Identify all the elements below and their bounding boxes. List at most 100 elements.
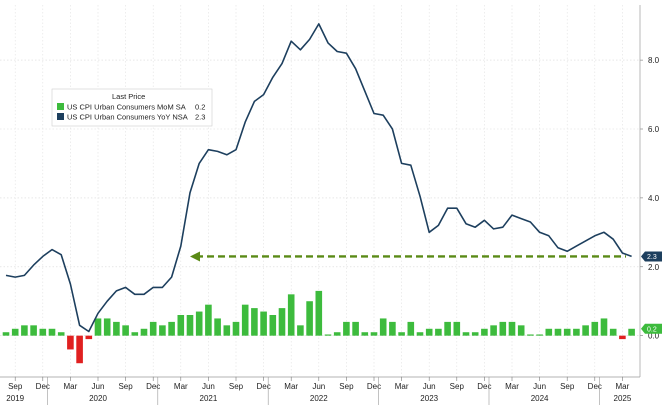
mom-bar <box>30 325 37 336</box>
y-tick-label: 6.0 <box>648 125 660 134</box>
x-tick-label: Dec <box>146 382 160 391</box>
mom-bar <box>527 334 534 336</box>
x-tick-label: Sep <box>118 382 133 391</box>
mom-bar <box>508 321 516 336</box>
x-tick-label: Mar <box>616 382 630 391</box>
legend-swatch-mom <box>57 103 64 110</box>
mom-bar <box>398 332 405 336</box>
x-tick-label: Dec <box>36 382 50 391</box>
mom-bar <box>168 321 175 336</box>
mom-bar <box>278 308 286 336</box>
mom-bar <box>324 334 332 336</box>
mom-bar <box>370 332 378 336</box>
mom-bar <box>453 321 461 336</box>
x-tick-label: Sep <box>229 382 244 391</box>
mom-bar <box>499 321 507 336</box>
mom-bar <box>407 321 415 336</box>
x-year-label: 2019 <box>6 394 24 403</box>
mom-bar <box>269 315 277 336</box>
mom-bar <box>223 325 231 336</box>
mom-bar <box>48 328 56 336</box>
mom-bar <box>21 325 28 336</box>
x-tick-label: Jun <box>533 382 546 391</box>
x-tick-label: Jun <box>92 382 105 391</box>
mom-bar <box>39 328 47 336</box>
mom-bar <box>444 321 451 336</box>
mom-bar <box>490 325 497 336</box>
mom-bar <box>315 290 323 336</box>
x-year-label: 2022 <box>310 394 328 403</box>
mom-bar <box>195 311 203 336</box>
mom-bar <box>481 328 488 336</box>
x-tick-label: Dec <box>477 382 491 391</box>
last-value-tag-bg <box>641 323 662 334</box>
x-tick-label: Mar <box>505 382 519 391</box>
legend: Last Price US CPI Urban Consumers MoM SA… <box>51 88 213 127</box>
last-value-tag-yoy: 2.3 <box>641 251 662 262</box>
x-tick-label: Sep <box>8 382 23 391</box>
mom-bar <box>214 318 221 336</box>
last-value-tag-label: 0.2 <box>647 326 657 333</box>
mom-bar <box>471 332 479 336</box>
gridlines <box>0 5 640 377</box>
x-tick-label: Mar <box>64 382 78 391</box>
x-tick-label: Mar <box>284 382 298 391</box>
mom-bar <box>57 332 65 336</box>
mom-bar <box>177 315 185 336</box>
legend-label-mom: US CPI Urban Consumers MoM SA <box>67 103 186 112</box>
x-year-label: 2023 <box>420 394 438 403</box>
last-value-tag-label: 2.3 <box>647 254 657 261</box>
x-tick-label: Jun <box>312 382 325 391</box>
mom-bar <box>361 332 369 336</box>
mom-bar <box>149 321 157 336</box>
y-tick-label: 8.0 <box>648 56 660 65</box>
annotation-layer <box>190 251 626 262</box>
mom-bar <box>435 328 442 336</box>
mom-bar <box>563 328 571 336</box>
mom-bar <box>113 321 120 336</box>
mom-bar <box>251 308 258 336</box>
mom-bar <box>186 315 194 336</box>
mom-bar <box>536 334 543 336</box>
mom-bar <box>76 335 83 364</box>
mom-bar <box>159 325 166 336</box>
x-tick-label: Dec <box>588 382 602 391</box>
legend-value-mom: 0.2 <box>195 103 205 112</box>
legend-title: Last Price <box>112 92 145 101</box>
mom-bar <box>232 321 240 336</box>
mom-bar <box>140 328 148 336</box>
mom-bar <box>260 311 267 336</box>
x-tick-label: Mar <box>395 382 409 391</box>
mom-bar <box>103 318 111 336</box>
y-tick-label: 4.0 <box>648 194 660 203</box>
mom-bar <box>545 328 553 336</box>
legend-label-yoy: US CPI Urban Consumers YoY NSA <box>67 113 188 122</box>
mom-bar <box>297 325 304 336</box>
mom-bar <box>573 328 580 336</box>
legend-box <box>51 88 213 127</box>
mom-bar <box>131 332 139 336</box>
mom-bar <box>628 328 635 336</box>
x-tick-label: Sep <box>450 382 465 391</box>
mom-bar <box>554 328 562 336</box>
mom-bar <box>67 335 74 350</box>
mom-bar <box>343 321 350 336</box>
mom-bar <box>11 328 19 336</box>
mom-bar <box>241 304 249 336</box>
x-tick-label: Sep <box>560 382 575 391</box>
x-tick-label: Dec <box>367 382 381 391</box>
mom-bar <box>582 325 589 336</box>
mom-bar <box>517 325 525 336</box>
last-value-tag-mom: 0.2 <box>641 323 662 334</box>
x-tick-label: Mar <box>174 382 188 391</box>
x-tick-label: Dec <box>256 382 270 391</box>
mom-bar <box>609 328 617 336</box>
last-value-tag-bg <box>641 251 662 262</box>
yoy-line <box>5 23 632 333</box>
legend-value-yoy: 2.3 <box>195 113 205 122</box>
dashed-arrow-head <box>190 251 200 262</box>
yoy-line-layer <box>5 23 632 333</box>
mom-bar <box>205 304 212 336</box>
mom-bar <box>287 294 295 336</box>
